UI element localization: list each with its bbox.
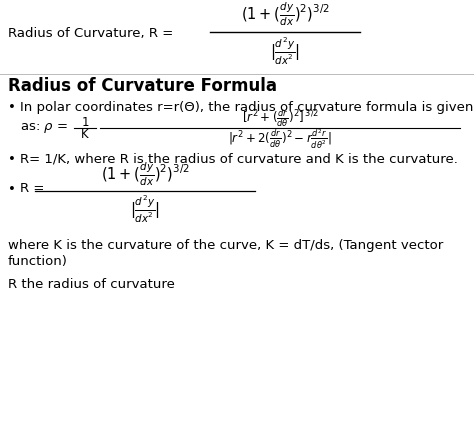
Text: Radius of Curvature, R =: Radius of Curvature, R = — [8, 28, 173, 40]
Text: function): function) — [8, 254, 68, 267]
Text: In polar coordinates r=r(Θ), the radius of curvature formula is given: In polar coordinates r=r(Θ), the radius … — [20, 100, 474, 114]
Text: where K is the curvature of the curve, K = dT/ds, (Tangent vector: where K is the curvature of the curve, K… — [8, 239, 443, 253]
Text: R= 1/K, where R is the radius of curvature and K is the curvature.: R= 1/K, where R is the radius of curvatu… — [20, 152, 458, 166]
Text: $(1 + (\frac{dy}{dx})^2)^{3/2}$: $(1 + (\frac{dy}{dx})^2)^{3/2}$ — [100, 160, 190, 188]
Text: •: • — [8, 100, 16, 114]
Text: $|r^2+2(\frac{dr}{d\theta})^2-r\frac{d^2r}{d\theta^2}|$: $|r^2+2(\frac{dr}{d\theta})^2-r\frac{d^2… — [228, 127, 332, 151]
Text: $[r^2+(\frac{dr}{d\theta})^2]^{\,3/2}$: $[r^2+(\frac{dr}{d\theta})^2]^{\,3/2}$ — [242, 107, 319, 129]
Text: •: • — [8, 182, 16, 195]
Text: 1: 1 — [81, 116, 89, 130]
Text: $(1 + (\frac{dy}{dx})^2)^{3/2}$: $(1 + (\frac{dy}{dx})^2)^{3/2}$ — [241, 0, 329, 28]
Text: as: $\rho$ =: as: $\rho$ = — [20, 121, 68, 135]
Text: R the radius of curvature: R the radius of curvature — [8, 278, 175, 290]
Text: Radius of Curvature Formula: Radius of Curvature Formula — [8, 77, 277, 95]
Text: $|\frac{d^2y}{dx^2}|$: $|\frac{d^2y}{dx^2}|$ — [270, 36, 300, 67]
Text: $|\frac{d^2y}{dx^2}|$: $|\frac{d^2y}{dx^2}|$ — [130, 194, 160, 225]
Text: K: K — [81, 127, 89, 140]
Text: R =: R = — [20, 182, 45, 195]
Text: •: • — [8, 152, 16, 166]
